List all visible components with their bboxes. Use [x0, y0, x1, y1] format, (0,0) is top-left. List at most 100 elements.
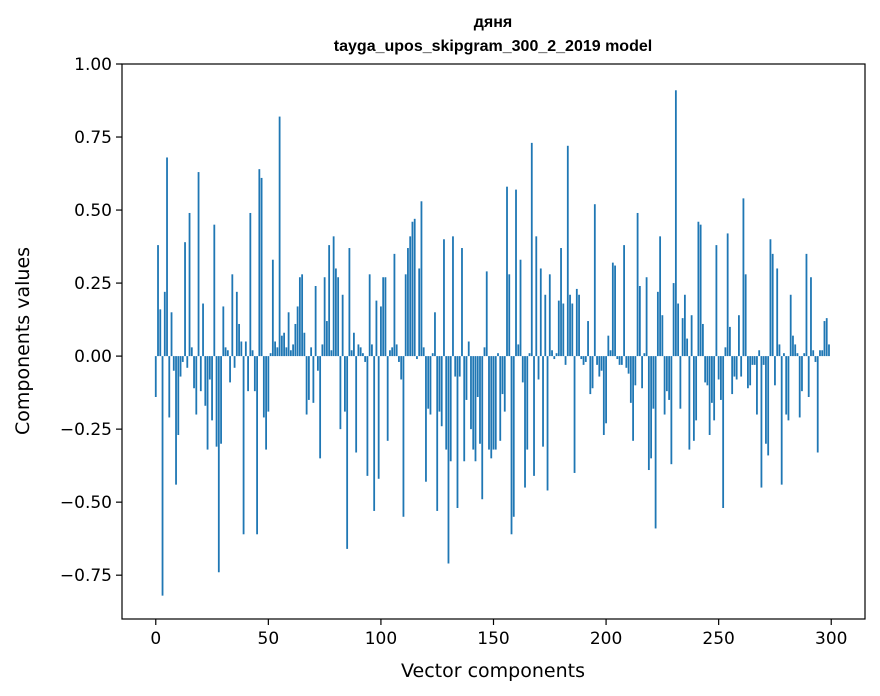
- bar-214: [636, 212, 639, 357]
- bar-144: [479, 356, 481, 444]
- bar-231: [674, 90, 677, 357]
- bar-188: [578, 294, 580, 357]
- bar-50: [267, 356, 270, 412]
- bar-115: [413, 218, 416, 357]
- bar-116: [416, 356, 418, 360]
- bar-61: [292, 344, 295, 357]
- bar-221: [652, 356, 655, 409]
- bar-208: [623, 245, 625, 357]
- bar-139: [467, 341, 470, 357]
- bar-7: [170, 312, 173, 357]
- bar-290: [807, 356, 810, 397]
- bar-293: [814, 356, 817, 362]
- bar-173: [544, 294, 547, 357]
- bar-150: [492, 356, 495, 450]
- bar-53: [274, 341, 276, 357]
- bar-168: [533, 356, 535, 476]
- bar-266: [753, 356, 756, 365]
- bar-171: [539, 268, 542, 357]
- y-axis-label: Components values: [12, 247, 34, 435]
- y-tick-label: 1.00: [74, 55, 112, 75]
- bar-197: [598, 356, 601, 377]
- bar-201: [607, 335, 610, 357]
- bar-113: [409, 236, 412, 357]
- bar-156: [506, 186, 508, 357]
- bar-211: [629, 356, 632, 403]
- bar-2: [159, 309, 162, 357]
- bar-142: [474, 356, 477, 462]
- bar-242: [699, 224, 702, 357]
- bar-198: [600, 356, 603, 371]
- bar-45: [256, 356, 258, 535]
- bar-218: [645, 277, 648, 357]
- bar-294: [816, 356, 819, 453]
- bar-263: [747, 356, 749, 389]
- bar-238: [690, 315, 693, 357]
- bar-68: [307, 356, 310, 400]
- bar-239: [692, 356, 695, 441]
- bar-227: [665, 356, 668, 392]
- bar-112: [407, 248, 409, 357]
- bar-81: [337, 277, 340, 357]
- bar-117: [418, 268, 421, 357]
- bar-271: [765, 356, 767, 444]
- bar-126: [438, 356, 441, 412]
- bar-67: [305, 356, 308, 415]
- bar-278: [780, 356, 783, 485]
- bar-241: [697, 221, 700, 357]
- x-axis-label: Vector components: [401, 660, 585, 682]
- bar-178: [555, 353, 558, 357]
- bar-79: [332, 236, 335, 357]
- bar-215: [638, 286, 641, 357]
- bar-99: [377, 356, 380, 479]
- bar-268: [758, 350, 761, 357]
- bar-76: [325, 321, 328, 357]
- y-axis-ticks: −0.75 −0.50 −0.25 0.00 0.25 0.50 0.75 1.00: [60, 55, 122, 586]
- bar-59: [287, 312, 290, 357]
- bar-169: [535, 236, 538, 357]
- bar-226: [663, 356, 666, 415]
- bar-283: [792, 335, 794, 357]
- bar-249: [715, 245, 718, 357]
- bar-157: [508, 274, 511, 357]
- bar-247: [711, 356, 713, 403]
- bar-96: [371, 344, 373, 357]
- bar-19: [197, 172, 200, 357]
- bar-286: [798, 356, 801, 418]
- bar-95: [368, 274, 371, 357]
- bar-174: [546, 356, 549, 491]
- bar-250: [717, 356, 720, 380]
- bar-199: [602, 356, 605, 435]
- bar-185: [571, 303, 574, 357]
- bar-235: [683, 294, 686, 357]
- bar-39: [242, 356, 245, 535]
- bar-74: [321, 344, 324, 357]
- bar-66: [303, 332, 306, 357]
- bar-252: [722, 356, 725, 508]
- bar-127: [440, 356, 443, 427]
- bar-213: [634, 356, 637, 386]
- bar-260: [740, 356, 743, 377]
- bar-162: [519, 259, 522, 357]
- bar-48: [262, 356, 265, 418]
- bar-42: [249, 212, 252, 357]
- bar-27: [215, 356, 218, 447]
- bar-10: [177, 356, 180, 435]
- bar-46: [258, 169, 261, 357]
- bar-65: [301, 274, 304, 357]
- y-tick-label: 0.00: [74, 347, 112, 367]
- bar-97: [373, 356, 376, 511]
- bar-85: [346, 356, 349, 549]
- bar-72: [316, 356, 319, 371]
- bar-160: [515, 189, 517, 357]
- bar-155: [503, 356, 506, 412]
- bar-298: [825, 318, 828, 357]
- bar-279: [783, 353, 785, 357]
- bar-132: [452, 236, 454, 357]
- bar-137: [463, 356, 466, 462]
- bar-243: [701, 323, 704, 357]
- bar-232: [677, 303, 680, 357]
- bar-17: [193, 356, 195, 389]
- bar-175: [548, 274, 551, 357]
- bar-136: [461, 248, 463, 357]
